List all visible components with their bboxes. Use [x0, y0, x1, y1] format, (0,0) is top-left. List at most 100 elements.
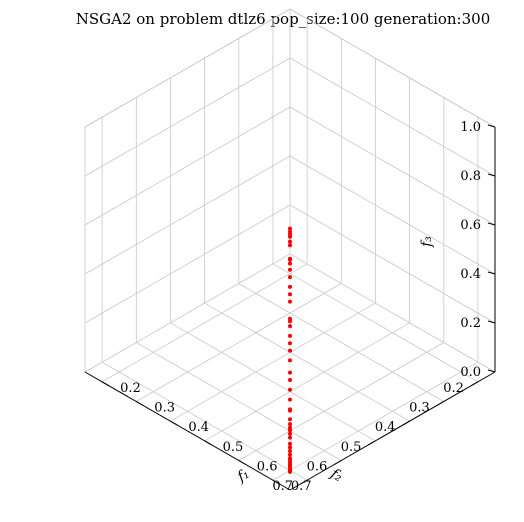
x-tick-mark	[170, 420, 178, 426]
floor-grid-y	[101, 361, 308, 481]
data-point	[288, 348, 292, 353]
y-tick-mark	[436, 401, 445, 406]
floor-grid-x	[204, 322, 410, 442]
y-axis-line	[289, 371, 496, 491]
data-point	[288, 275, 292, 280]
y-tick-mark	[402, 420, 410, 426]
x-tick-label: 0.2	[120, 381, 141, 396]
data-point	[288, 292, 292, 297]
data-point	[288, 422, 292, 427]
data-point	[288, 341, 292, 346]
data-point	[288, 378, 292, 382]
x-tick-label: 0.3	[154, 401, 175, 416]
y-tick-mark	[470, 381, 479, 387]
data-point	[288, 462, 292, 467]
data-point	[288, 358, 292, 363]
data-point	[288, 387, 292, 392]
data-point	[288, 284, 292, 289]
tick-labels: 0.20.30.40.50.60.70.20.30.40.50.60.70.00…	[120, 120, 481, 494]
y-tick-label: 0.2	[443, 381, 464, 396]
pane-edge	[289, 8, 496, 128]
wall-grid-z2	[289, 106, 496, 226]
z-tick-label: 0.8	[460, 169, 481, 184]
wall-grid-z	[84, 204, 291, 324]
z-tick-label: 0.0	[460, 365, 481, 380]
wall-grid-z2	[289, 253, 496, 373]
data-point	[288, 370, 292, 375]
floor-grid-y	[136, 342, 342, 461]
x-tick-label: 0.5	[223, 440, 244, 455]
x-tick-mark	[101, 381, 110, 387]
data-point	[288, 449, 292, 453]
x-axis-line	[84, 371, 291, 491]
floor-grid-x	[238, 342, 444, 461]
data-point	[288, 267, 292, 272]
x-tick-mark	[204, 440, 212, 446]
y-tick-label: 0.3	[409, 401, 430, 416]
x-axis-label: f₁	[234, 466, 252, 486]
data-point	[288, 226, 292, 231]
floor-grid-y	[272, 263, 479, 383]
data-point	[288, 316, 292, 321]
x-tick-mark	[272, 479, 281, 485]
data-point	[288, 333, 292, 338]
data-points	[288, 226, 292, 474]
data-point	[288, 243, 292, 248]
data-point	[288, 445, 292, 450]
wall-grid-z2	[289, 204, 496, 324]
z-tick-label: 0.4	[460, 267, 481, 282]
x-tick-label: 0.4	[188, 420, 209, 435]
data-point	[288, 435, 292, 440]
data-point	[288, 441, 292, 446]
z-tick-label: 0.2	[460, 316, 481, 331]
x-tick-mark	[238, 460, 247, 465]
data-point	[288, 261, 292, 266]
floor-grid-x	[170, 302, 376, 422]
z-tick-mark	[487, 320, 496, 324]
floor-grid-y	[238, 283, 444, 402]
data-point	[288, 299, 292, 304]
x-tick-label: 0.6	[257, 460, 278, 475]
z-tick-mark	[487, 369, 496, 373]
data-point	[288, 431, 292, 436]
z-tick-label: 1.0	[460, 120, 481, 135]
data-point	[288, 324, 292, 329]
wall-grid-z2	[289, 155, 496, 275]
z-tick-mark	[487, 222, 496, 226]
data-point	[288, 417, 292, 422]
wall-grid-z	[84, 57, 291, 177]
y-tick-label: 0.5	[341, 440, 362, 455]
wall-grid-z	[84, 253, 291, 373]
floor-grid-x	[272, 361, 479, 481]
z-tick-mark	[487, 173, 496, 177]
x-tick-label: 0.7	[291, 479, 312, 494]
wall-grid-z2	[289, 57, 496, 177]
floor-grid-x	[101, 263, 308, 383]
data-point	[288, 229, 292, 234]
y-tick-mark	[299, 479, 308, 485]
axes	[84, 124, 496, 491]
data-point	[288, 239, 292, 244]
y-tick-label: 0.6	[307, 460, 328, 475]
floor-grid-y	[204, 302, 410, 422]
data-point	[288, 452, 292, 457]
floor-grid-x	[136, 283, 342, 402]
data-point	[288, 256, 292, 261]
data-point	[288, 407, 292, 412]
z-tick-mark	[487, 124, 496, 128]
y-tick-label: 0.4	[375, 420, 396, 435]
y-axis-label: f₂	[327, 465, 346, 485]
pane-edge	[84, 8, 291, 128]
y-tick-mark	[334, 460, 342, 465]
y-tick-label: 0.7	[272, 479, 293, 494]
wall-grid-z	[84, 155, 291, 275]
wall-grid-z	[84, 106, 291, 226]
data-point	[288, 425, 292, 430]
z-tick-label: 0.6	[460, 218, 481, 233]
floor-grid-y	[170, 322, 376, 442]
z-axis-label: f₃	[419, 236, 435, 248]
chart-title: NSGA2 on problem dtlz6 pop_size:100 gene…	[76, 10, 491, 28]
z-tick-mark	[487, 271, 496, 275]
data-point	[288, 457, 292, 462]
